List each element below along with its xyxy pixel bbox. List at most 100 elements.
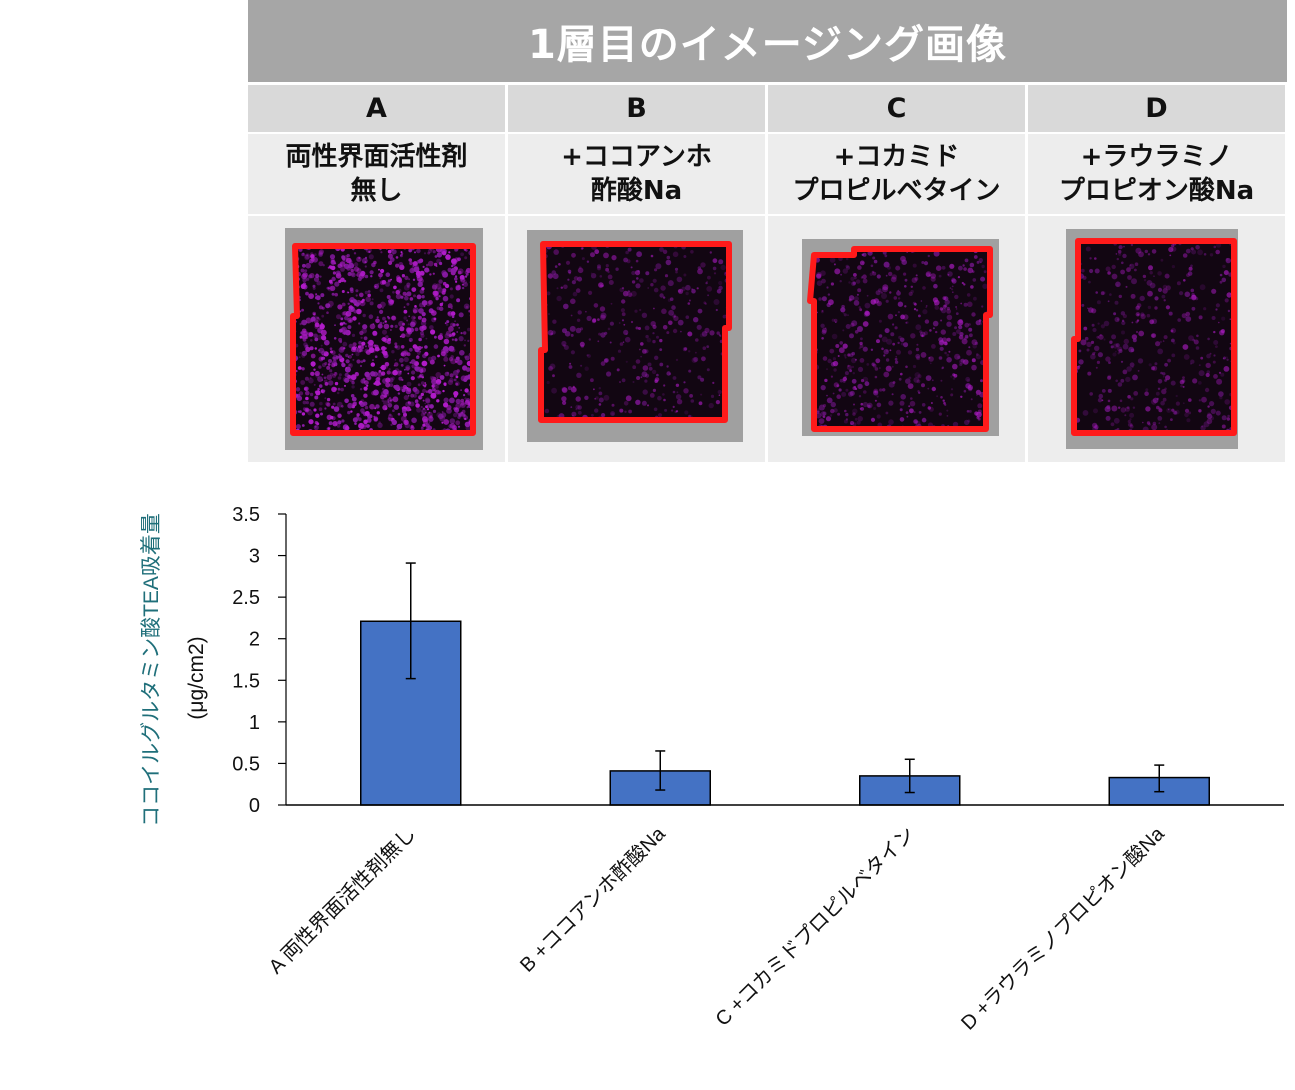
signal-speck <box>1181 313 1187 319</box>
signal-speck <box>659 338 663 343</box>
signal-speck <box>343 279 347 283</box>
signal-speck <box>1107 300 1110 303</box>
signal-speck <box>1115 253 1118 255</box>
signal-speck <box>931 239 937 244</box>
signal-speck <box>383 437 388 442</box>
signal-speck <box>359 349 363 353</box>
signal-speck <box>946 357 952 363</box>
signal-speck <box>700 262 706 268</box>
signal-speck <box>948 350 951 353</box>
signal-speck <box>400 333 406 338</box>
signal-speck <box>632 381 635 383</box>
signal-speck <box>888 381 895 388</box>
signal-speck <box>285 359 290 365</box>
signal-speck <box>392 396 399 403</box>
signal-speck <box>422 423 426 427</box>
signal-speck <box>337 376 342 380</box>
signal-speck <box>476 427 480 431</box>
signal-speck <box>1213 245 1217 249</box>
signal-speck <box>805 263 807 265</box>
signal-speck <box>1209 352 1212 355</box>
signal-speck <box>610 356 615 361</box>
signal-speck <box>449 397 455 404</box>
signal-speck <box>320 356 324 360</box>
signal-speck <box>978 322 983 326</box>
signal-speck <box>893 296 898 300</box>
signal-speck <box>627 290 630 293</box>
signal-speck <box>527 330 529 333</box>
signal-speck <box>312 365 314 367</box>
signal-speck <box>883 354 886 357</box>
signal-speck <box>707 275 711 280</box>
signal-speck <box>1225 356 1228 359</box>
signal-speck <box>527 261 531 265</box>
signal-speck <box>970 285 974 289</box>
signal-speck <box>592 318 597 323</box>
signal-speck <box>946 321 952 327</box>
signal-speck <box>970 398 973 401</box>
signal-speck <box>860 276 864 279</box>
signal-speck <box>946 337 951 342</box>
signal-speck <box>680 330 682 333</box>
signal-speck <box>285 364 287 367</box>
signal-speck <box>459 236 463 240</box>
signal-speck <box>408 337 413 342</box>
signal-speck <box>598 391 603 396</box>
signal-speck <box>971 358 976 363</box>
signal-speck <box>481 378 483 381</box>
signal-speck <box>350 394 355 398</box>
signal-speck <box>600 312 607 319</box>
signal-speck <box>420 412 426 417</box>
signal-speck <box>904 278 908 282</box>
signal-speck <box>733 393 736 396</box>
signal-speck <box>928 356 934 362</box>
signal-speck <box>967 384 973 391</box>
image-cell <box>248 216 505 462</box>
signal-speck <box>980 276 986 282</box>
signal-speck <box>368 347 375 353</box>
signal-speck <box>1154 296 1159 301</box>
signal-speck <box>314 322 320 328</box>
signal-speck <box>975 354 981 360</box>
y-tick-label: 3.5 <box>232 504 260 526</box>
signal-speck <box>310 257 315 262</box>
signal-speck <box>876 274 881 279</box>
signal-speck <box>690 399 695 403</box>
signal-speck <box>728 234 732 238</box>
signal-speck <box>455 398 461 404</box>
signal-speck <box>319 275 322 278</box>
signal-speck <box>527 273 531 277</box>
signal-speck <box>298 391 304 396</box>
signal-speck <box>706 232 709 235</box>
signal-speck <box>527 313 530 316</box>
signal-speck <box>679 436 683 440</box>
signal-speck <box>350 289 354 294</box>
signal-speck <box>851 378 857 384</box>
signal-speck <box>314 425 317 428</box>
signal-speck <box>305 390 310 396</box>
signal-speck <box>448 345 455 352</box>
signal-speck <box>1221 277 1227 283</box>
signal-speck <box>392 232 398 238</box>
signal-speck <box>1103 437 1106 440</box>
signal-speck <box>1223 270 1229 276</box>
signal-speck <box>357 417 362 422</box>
signal-speck <box>1146 313 1151 318</box>
signal-speck <box>598 423 603 428</box>
signal-speck <box>404 275 409 280</box>
signal-speck <box>478 351 481 354</box>
signal-speck <box>443 419 450 425</box>
signal-speck <box>1125 376 1131 383</box>
signal-speck <box>1126 366 1132 372</box>
signal-speck <box>891 393 894 396</box>
signal-speck <box>385 382 391 388</box>
signal-speck <box>803 264 807 268</box>
signal-speck <box>802 316 807 322</box>
signal-speck <box>593 303 599 308</box>
signal-speck <box>1145 230 1147 232</box>
signal-speck <box>318 407 323 411</box>
image-cell <box>508 216 765 462</box>
signal-speck <box>443 397 449 403</box>
signal-speck <box>455 287 459 291</box>
signal-speck <box>374 447 378 450</box>
